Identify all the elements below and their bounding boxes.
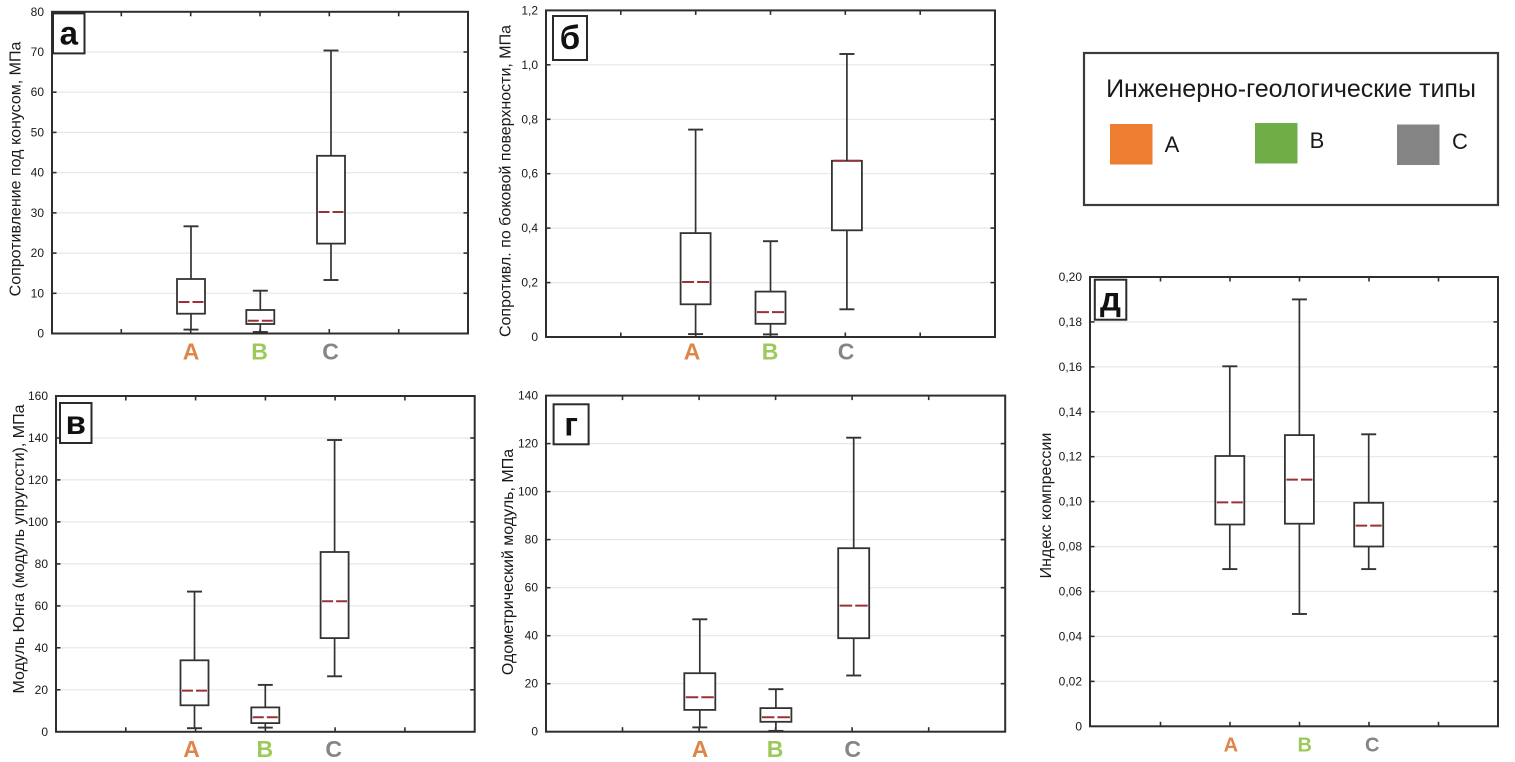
svg-text:0,12: 0,12 [1059, 450, 1083, 464]
svg-text:B: B [251, 339, 268, 365]
svg-text:A: A [1224, 735, 1238, 757]
svg-text:0,08: 0,08 [1059, 540, 1083, 554]
svg-text:0: 0 [41, 725, 48, 739]
svg-text:0,14: 0,14 [1059, 405, 1083, 419]
svg-text:A: A [1165, 132, 1180, 157]
svg-text:0,18: 0,18 [1059, 315, 1083, 329]
svg-text:120: 120 [28, 473, 48, 487]
svg-text:0: 0 [37, 327, 44, 341]
svg-text:60: 60 [525, 581, 539, 595]
svg-text:0,10: 0,10 [1059, 495, 1083, 509]
svg-text:120: 120 [518, 437, 538, 451]
svg-text:а: а [60, 14, 79, 51]
svg-text:100: 100 [518, 485, 538, 499]
svg-text:б: б [560, 19, 580, 56]
svg-text:40: 40 [31, 166, 45, 180]
svg-text:A: A [692, 736, 709, 762]
svg-text:0,20: 0,20 [1059, 270, 1083, 284]
svg-text:Сопротивл. по боковой поверхно: Сопротивл. по боковой поверхности, МПа [498, 25, 515, 337]
svg-text:B: B [1297, 735, 1311, 757]
svg-text:Одометрический модуль, МПа: Одометрический модуль, МПа [500, 449, 517, 675]
svg-text:C: C [322, 339, 339, 365]
svg-text:Сопротивление под конусом, МПа: Сопротивление под конусом, МПа [8, 42, 25, 297]
svg-text:1,0: 1,0 [521, 58, 538, 72]
svg-text:140: 140 [518, 389, 538, 403]
svg-text:0,6: 0,6 [521, 167, 538, 181]
svg-text:д: д [1100, 281, 1121, 318]
svg-text:C: C [325, 736, 342, 762]
svg-text:70: 70 [31, 45, 45, 59]
svg-text:0,16: 0,16 [1059, 360, 1083, 374]
svg-text:A: A [183, 736, 200, 762]
svg-text:160: 160 [28, 389, 48, 403]
svg-text:B: B [762, 339, 779, 365]
svg-text:0,04: 0,04 [1059, 629, 1083, 643]
svg-text:80: 80 [31, 5, 45, 19]
svg-text:60: 60 [35, 599, 49, 613]
svg-text:Инженерно-геологические типы: Инженерно-геологические типы [1106, 75, 1476, 103]
svg-text:10: 10 [31, 286, 45, 300]
svg-text:A: A [183, 339, 200, 365]
svg-text:80: 80 [35, 557, 49, 571]
svg-text:20: 20 [35, 683, 49, 697]
svg-text:100: 100 [28, 515, 48, 529]
svg-text:60: 60 [31, 85, 45, 99]
svg-text:C: C [1452, 129, 1468, 154]
svg-text:20: 20 [31, 246, 45, 260]
svg-text:0,06: 0,06 [1059, 585, 1083, 599]
svg-text:40: 40 [525, 629, 539, 643]
svg-text:20: 20 [525, 677, 539, 691]
svg-text:0: 0 [531, 725, 538, 739]
svg-text:0,8: 0,8 [521, 112, 538, 126]
svg-text:0: 0 [1075, 719, 1082, 733]
svg-text:Индекс компрессии: Индекс компрессии [1038, 433, 1055, 579]
svg-text:Модуль Юнга (модуль упругости): Модуль Юнга (модуль упругости), МПа [11, 404, 28, 693]
svg-text:80: 80 [525, 533, 539, 547]
svg-text:A: A [684, 339, 701, 365]
svg-text:0,2: 0,2 [521, 276, 538, 290]
svg-text:в: в [66, 404, 86, 441]
svg-text:140: 140 [28, 431, 48, 445]
svg-text:1,2: 1,2 [521, 3, 538, 17]
svg-text:0: 0 [531, 330, 538, 344]
svg-text:C: C [844, 736, 861, 762]
svg-text:0,4: 0,4 [521, 221, 538, 235]
svg-text:C: C [1365, 735, 1379, 757]
svg-text:B: B [256, 736, 273, 762]
svg-text:C: C [838, 339, 855, 365]
svg-text:40: 40 [35, 641, 49, 655]
svg-text:30: 30 [31, 206, 45, 220]
svg-text:50: 50 [31, 125, 45, 139]
svg-text:г: г [564, 405, 578, 442]
svg-text:0,02: 0,02 [1059, 674, 1083, 688]
svg-text:B: B [767, 736, 784, 762]
svg-text:B: B [1310, 128, 1325, 153]
